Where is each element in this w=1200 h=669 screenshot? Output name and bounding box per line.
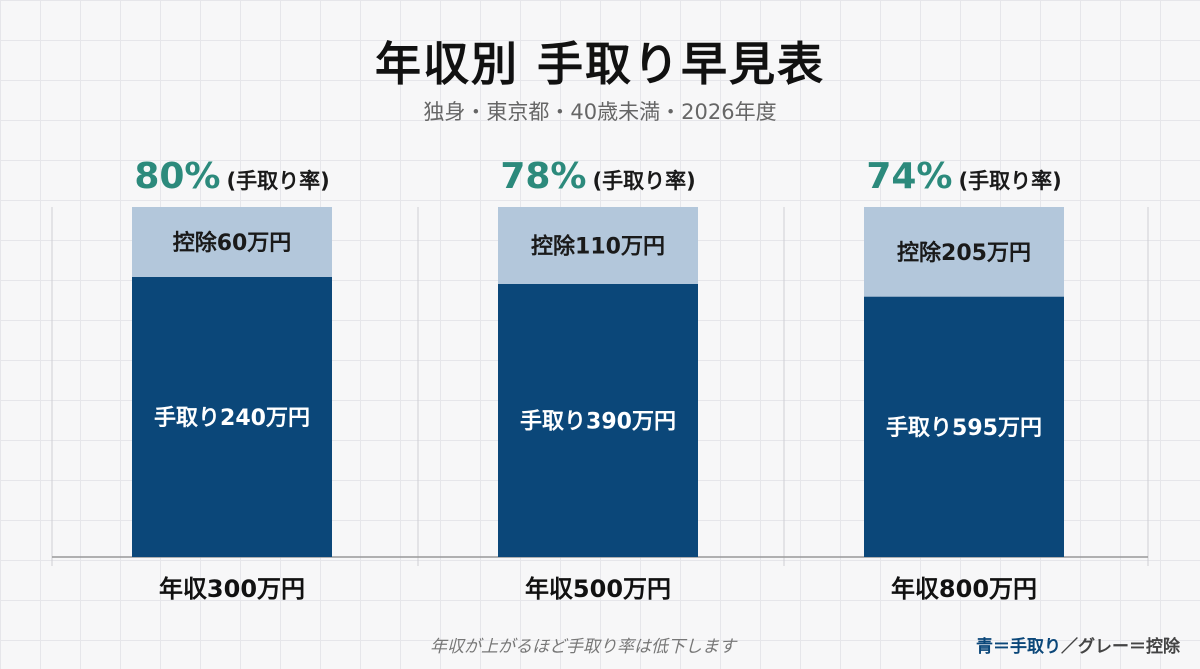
rate-suffix-2: (手取り率): [958, 169, 1061, 193]
legend-net: 青＝手取り: [976, 637, 1061, 657]
category-label-0: 年収300万円: [159, 575, 305, 603]
bar-net-1: [498, 284, 698, 557]
bar-deduction-label-1: 控除110万円: [531, 234, 665, 260]
legend: 青＝手取り／グレー＝控除: [976, 632, 1180, 657]
rate-label-0: 80% (手取り率): [134, 156, 329, 197]
legend-deduction: グレー＝控除: [1078, 637, 1180, 657]
bar-deduction-label-2: 控除205万円: [897, 240, 1031, 266]
bar-deduction-0: [132, 207, 332, 277]
bar-net-2: [864, 296, 1064, 557]
chart-subtitle: 独身・東京都・40歳未満・2026年度: [423, 100, 777, 124]
rate-label-2: 74% (手取り率): [866, 156, 1061, 197]
chart-title: 年収別 手取り早見表: [374, 37, 825, 91]
bar-net-label-2: 手取り595万円: [886, 416, 1042, 441]
footer-note: 年収が上がるほど手取り率は低下します: [430, 637, 736, 657]
rate-value-1: 78%: [500, 156, 586, 197]
bar-net-label-0: 手取り240万円: [154, 406, 310, 431]
rate-label-1: 78% (手取り率): [500, 156, 695, 197]
bar-deduction-2: [864, 207, 1064, 297]
category-label-2: 年収800万円: [891, 575, 1037, 603]
rate-suffix-1: (手取り率): [592, 169, 695, 193]
bar-deduction-1: [498, 207, 698, 284]
rate-value-2: 74%: [866, 156, 952, 197]
category-label-1: 年収500万円: [525, 575, 671, 603]
bar-deduction-label-0: 控除60万円: [173, 230, 292, 256]
rate-value-0: 80%: [134, 156, 220, 197]
bar-net-0: [132, 277, 332, 557]
bar-net-label-1: 手取り390万円: [520, 410, 676, 435]
legend-separator: ／: [1061, 637, 1078, 657]
rate-suffix-0: (手取り率): [226, 169, 329, 193]
